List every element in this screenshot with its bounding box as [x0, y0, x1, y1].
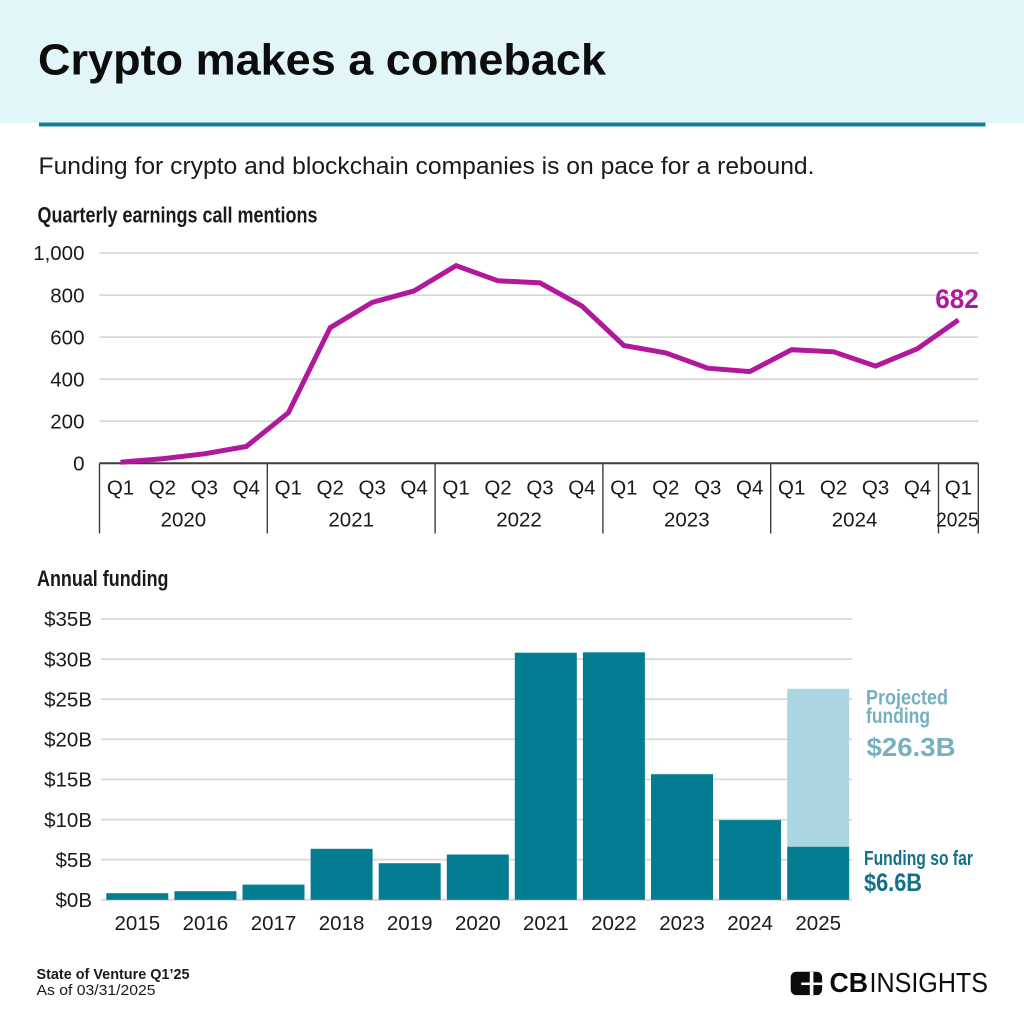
svg-text:$0B: $0B: [56, 889, 92, 912]
svg-text:Q1: Q1: [610, 477, 637, 500]
svg-text:2025: 2025: [936, 509, 979, 532]
svg-text:2021: 2021: [328, 509, 374, 532]
svg-text:$5B: $5B: [56, 849, 92, 872]
svg-text:Q2: Q2: [820, 477, 847, 500]
svg-text:2022: 2022: [591, 912, 637, 935]
svg-text:Projected: Projected: [866, 686, 948, 709]
svg-text:200: 200: [50, 410, 84, 433]
svg-text:2024: 2024: [727, 912, 773, 935]
svg-text:2017: 2017: [251, 912, 297, 935]
svg-text:Funding so far: Funding so far: [864, 847, 973, 870]
svg-text:2024: 2024: [832, 509, 878, 532]
svg-text:Q1: Q1: [275, 477, 302, 500]
svg-text:$26.3B: $26.3B: [867, 732, 956, 762]
svg-text:600: 600: [50, 326, 84, 349]
svg-text:2022: 2022: [496, 509, 542, 532]
svg-text:$15B: $15B: [44, 769, 92, 792]
svg-text:Q3: Q3: [694, 477, 721, 500]
svg-text:Funding for crypto and blockch: Funding for crypto and blockchain compan…: [39, 153, 815, 180]
svg-text:INSIGHTS: INSIGHTS: [870, 967, 989, 998]
svg-text:400: 400: [50, 368, 84, 391]
svg-text:Q1: Q1: [442, 477, 469, 500]
svg-text:$30B: $30B: [44, 648, 92, 671]
svg-text:State of Venture Q1’25: State of Venture Q1’25: [37, 966, 190, 983]
svg-text:Crypto makes a comeback: Crypto makes a comeback: [38, 36, 607, 85]
svg-text:Q1: Q1: [107, 477, 134, 500]
svg-text:Q1: Q1: [778, 477, 805, 500]
svg-text:Q3: Q3: [191, 477, 218, 500]
svg-text:Q2: Q2: [317, 477, 344, 500]
svg-text:Q4: Q4: [736, 477, 763, 500]
svg-text:2015: 2015: [114, 912, 160, 935]
svg-text:2016: 2016: [183, 912, 229, 935]
svg-text:2019: 2019: [387, 912, 433, 935]
svg-text:2021: 2021: [523, 912, 569, 935]
svg-text:2020: 2020: [455, 912, 501, 935]
svg-text:682: 682: [935, 284, 979, 314]
svg-text:Q4: Q4: [568, 477, 595, 500]
svg-text:As of 03/31/2025: As of 03/31/2025: [37, 983, 156, 999]
svg-text:Q2: Q2: [652, 477, 679, 500]
svg-text:2025: 2025: [795, 912, 841, 935]
svg-text:$10B: $10B: [44, 809, 92, 832]
svg-text:2023: 2023: [664, 509, 710, 532]
svg-text:Q3: Q3: [526, 477, 553, 500]
svg-text:$35B: $35B: [44, 608, 92, 631]
svg-text:Q4: Q4: [400, 477, 427, 500]
svg-text:Q3: Q3: [862, 477, 889, 500]
svg-text:0: 0: [73, 453, 84, 476]
svg-text:Q1: Q1: [945, 477, 972, 500]
svg-text:Quarterly earnings call mentio: Quarterly earnings call mentions: [38, 203, 318, 228]
svg-text:CB: CB: [830, 967, 869, 998]
svg-text:$20B: $20B: [44, 729, 92, 752]
svg-text:$6.6B: $6.6B: [864, 869, 922, 897]
svg-text:Q2: Q2: [484, 477, 511, 500]
svg-text:Q4: Q4: [233, 477, 260, 500]
svg-text:Q2: Q2: [149, 477, 176, 500]
svg-text:funding: funding: [866, 705, 930, 728]
svg-text:800: 800: [50, 284, 84, 307]
svg-text:Annual funding: Annual funding: [37, 566, 169, 591]
svg-text:Q4: Q4: [904, 477, 931, 500]
svg-text:2020: 2020: [161, 509, 207, 532]
svg-text:$25B: $25B: [44, 688, 92, 711]
svg-text:2018: 2018: [319, 912, 365, 935]
svg-text:2023: 2023: [659, 912, 705, 935]
svg-text:Q3: Q3: [359, 477, 386, 500]
svg-text:1,000: 1,000: [33, 242, 84, 265]
